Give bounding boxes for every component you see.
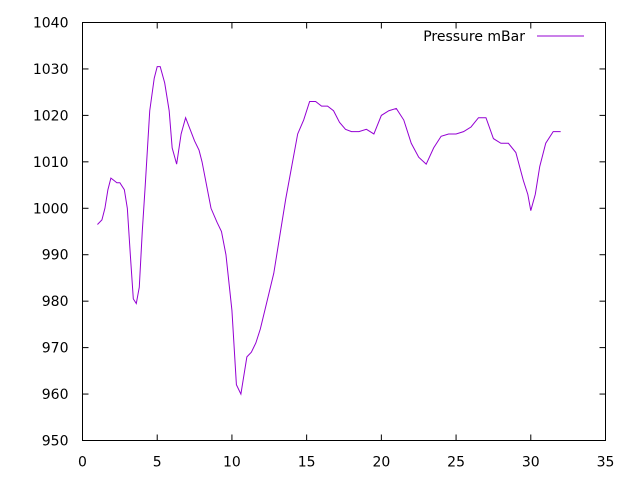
x-tick-label: 0 [78,455,87,471]
x-tick-label: 20 [372,455,390,471]
x-axis: 0 5 10 15 20 25 30 35 [78,22,615,471]
plot-frame [82,22,606,441]
y-tick-label: 1000 [33,201,69,217]
x-tick-label: 5 [153,455,162,471]
y-tick-label: 950 [42,434,69,450]
legend: Pressure mBar [423,29,584,45]
x-tick-label: 10 [223,455,241,471]
y-tick-label: 990 [42,248,69,264]
y-tick-label: 1010 [33,155,69,171]
legend-label: Pressure mBar [423,29,525,45]
pressure-series-line [97,66,561,396]
y-tick-label: 970 [42,341,69,357]
y-tick-label: 1040 [33,16,69,32]
y-tick-label: 1020 [33,108,69,124]
x-tick-label: 35 [597,455,615,471]
x-tick-label: 30 [522,455,540,471]
x-tick-label: 25 [447,455,465,471]
y-tick-label: 1030 [33,62,69,78]
y-axis: 950 960 970 980 990 1000 1010 1020 1030 1040 [33,16,606,450]
y-tick-label: 980 [42,294,69,310]
x-tick-label: 15 [298,455,316,471]
y-tick-label: 960 [42,387,69,403]
